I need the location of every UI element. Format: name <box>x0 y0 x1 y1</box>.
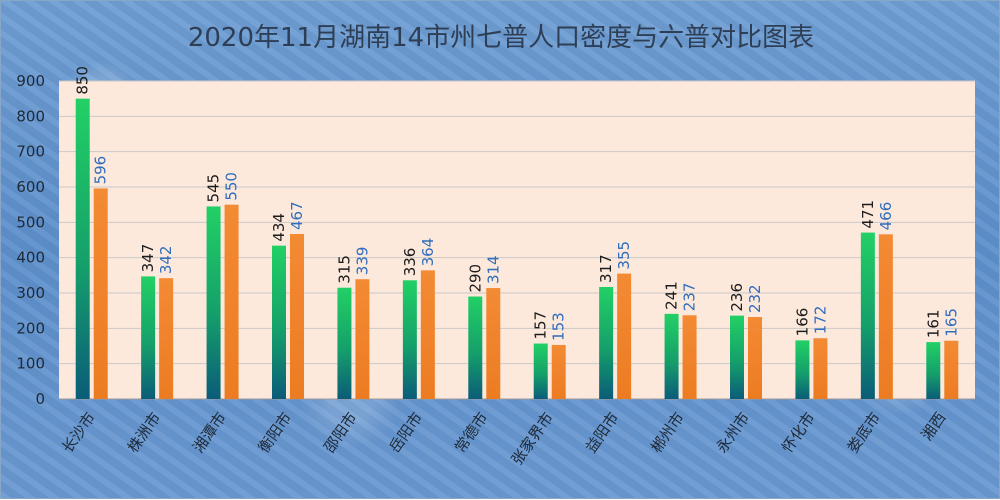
bar-sixth <box>682 315 697 399</box>
bar-sixth <box>551 344 566 399</box>
data-label-seventh: 336 <box>401 248 419 277</box>
y-tick-label: 200 <box>16 319 45 337</box>
data-label-sixth: 237 <box>681 283 699 312</box>
y-tick-label: 400 <box>16 249 45 267</box>
data-label-sixth: 172 <box>811 306 829 335</box>
x-tick-label: 邵阳市 <box>320 409 361 456</box>
bar-sixth <box>748 317 762 399</box>
x-tick-label: 湘西 <box>918 409 950 444</box>
data-label-sixth: 165 <box>942 308 960 337</box>
x-tick-label: 常德市 <box>451 409 492 456</box>
data-label-seventh: 471 <box>859 200 877 229</box>
data-label-seventh: 161 <box>924 309 942 338</box>
bar-seventh <box>75 98 90 400</box>
x-tick-label: 株洲市 <box>124 409 165 456</box>
y-tick-label: 800 <box>16 107 45 125</box>
data-label-seventh: 315 <box>335 255 353 284</box>
y-tick-label: 600 <box>16 178 45 196</box>
x-tick-label: 娄底市 <box>844 409 885 456</box>
data-label-seventh: 290 <box>466 264 484 293</box>
data-label-seventh: 347 <box>139 244 157 273</box>
data-label-seventh: 157 <box>532 311 550 340</box>
data-label-sixth: 467 <box>288 201 306 230</box>
x-tick-label: 张家界市 <box>508 409 557 468</box>
bar-seventh <box>206 206 221 399</box>
data-label-sixth: 550 <box>223 172 241 201</box>
data-label-sixth: 232 <box>746 284 764 313</box>
x-tick-label: 长沙市 <box>58 409 99 456</box>
x-tick-label: 湘潭市 <box>189 409 230 456</box>
bar-seventh <box>599 286 614 399</box>
bar-sixth <box>486 288 501 399</box>
bar-sixth <box>224 204 239 399</box>
bar-seventh <box>402 280 417 399</box>
x-tick-label: 岳阳市 <box>386 409 427 456</box>
bar-seventh <box>272 245 286 399</box>
data-label-sixth: 466 <box>877 202 895 231</box>
bar-seventh <box>860 232 875 399</box>
bar-sixth <box>290 233 304 399</box>
y-tick-label: 700 <box>16 143 45 161</box>
data-label-seventh: 236 <box>728 283 746 312</box>
bar-sixth <box>944 340 959 399</box>
bar-seventh <box>337 287 352 399</box>
x-tick-label: 永州市 <box>713 409 754 456</box>
y-tick-label: 100 <box>16 355 45 373</box>
bar-sixth <box>93 188 108 399</box>
bar-sixth <box>355 279 370 399</box>
data-label-seventh: 166 <box>793 308 811 337</box>
bar-seventh <box>533 343 548 399</box>
bar-seventh <box>141 276 156 399</box>
data-label-sixth: 355 <box>615 241 633 270</box>
plot-area <box>59 81 975 399</box>
bar-sixth <box>878 234 893 399</box>
x-tick-label: 衡阳市 <box>255 409 296 456</box>
data-label-seventh: 434 <box>270 213 288 242</box>
data-label-seventh: 317 <box>597 254 615 283</box>
chart-title: 2020年11月湖南14市州七普人口密度与六普对比图表 <box>187 23 815 53</box>
bar-seventh <box>468 296 483 399</box>
data-label-seventh: 850 <box>74 66 92 95</box>
y-tick-label: 300 <box>16 284 45 302</box>
data-label-sixth: 153 <box>550 312 568 341</box>
data-label-sixth: 342 <box>157 246 175 275</box>
bar-seventh <box>664 313 679 399</box>
y-tick-label: 900 <box>16 72 45 90</box>
bar-sixth <box>420 270 435 399</box>
x-tick-label: 怀化市 <box>778 409 819 456</box>
y-tick-label: 0 <box>35 390 45 408</box>
y-tick-label: 500 <box>16 213 45 231</box>
data-label-sixth: 596 <box>92 156 110 185</box>
data-label-seventh: 545 <box>205 174 223 203</box>
data-label-seventh: 241 <box>663 281 681 310</box>
bar-seventh <box>795 340 810 399</box>
data-label-sixth: 339 <box>353 247 371 276</box>
bar-sixth <box>159 278 174 399</box>
x-tick-label: 益阳市 <box>582 409 623 456</box>
data-label-sixth: 314 <box>484 255 502 284</box>
bar-sixth <box>813 338 828 399</box>
bar-seventh <box>926 342 941 399</box>
bar-sixth <box>617 273 632 399</box>
data-label-sixth: 364 <box>419 238 437 267</box>
x-tick-label: 郴州市 <box>647 409 688 456</box>
bar-seventh <box>730 315 744 399</box>
